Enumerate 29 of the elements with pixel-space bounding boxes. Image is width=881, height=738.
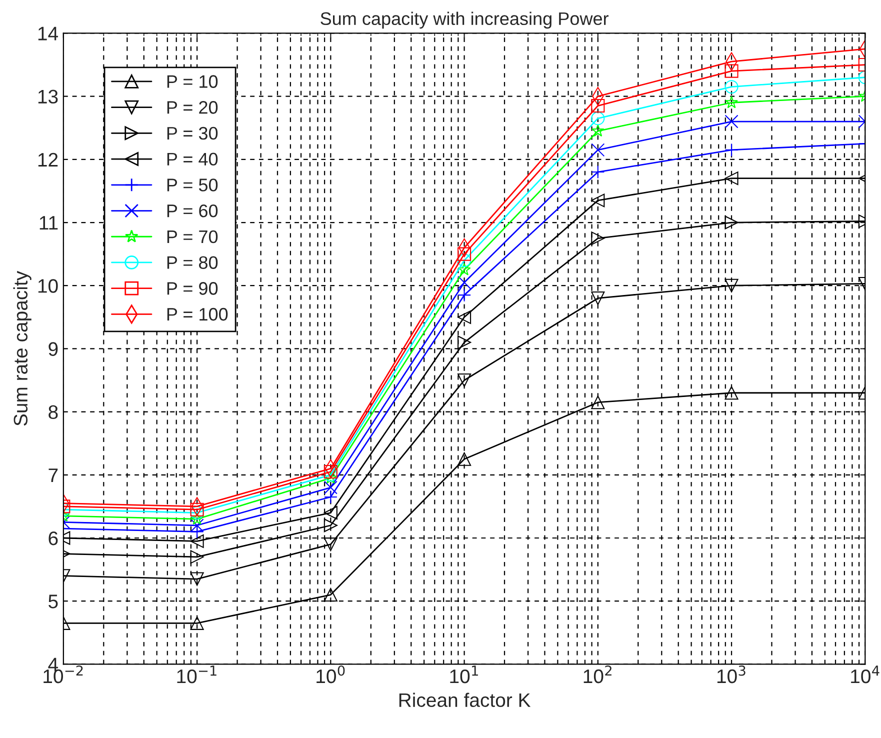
legend-label: P = 30 [167, 126, 218, 140]
y-tick-label: 5 [48, 594, 58, 608]
x-tick-label: 10$^{3}$ [717, 665, 746, 684]
y-tick-label: 11 [40, 216, 58, 230]
x-axis-title: Ricean factor K [399, 692, 531, 708]
chart-title: Sum capacity with increasing Power [320, 12, 608, 29]
y-tick-label: 10 [38, 279, 58, 293]
legend-label: P = 10 [167, 75, 218, 88]
legend-label: P = 40 [167, 152, 218, 166]
legend-label: P = 70 [167, 230, 218, 244]
x-tick-label: 10$^{4}$ [851, 666, 880, 684]
legend-label: P = 50 [167, 178, 218, 192]
y-tick-label: 13 [38, 90, 58, 104]
y-tick-label: 12 [38, 152, 58, 166]
y-tick-label: 8 [48, 405, 58, 420]
legend-label: P = 20 [167, 101, 218, 114]
y-tick-label: 6 [48, 531, 58, 546]
legend-label: P = 60 [167, 204, 218, 218]
x-tick-label: 10$^{1}$ [450, 666, 478, 684]
x-tick-label: 10$^{0}$ [316, 665, 345, 684]
legend-label: P = 80 [167, 256, 218, 269]
y-tick-label: 14 [38, 26, 58, 40]
y-tick-label: 7 [48, 468, 58, 482]
legend-label: P = 100 [167, 308, 228, 321]
x-tick-label: 10$^{2}$ [584, 665, 612, 684]
legend-label: P = 90 [167, 282, 218, 295]
x-tick-label: 10$^{−1}$ [177, 666, 216, 684]
y-tick-label: 9 [48, 342, 58, 356]
y-axis-title: Sum rate capacity [13, 270, 32, 426]
